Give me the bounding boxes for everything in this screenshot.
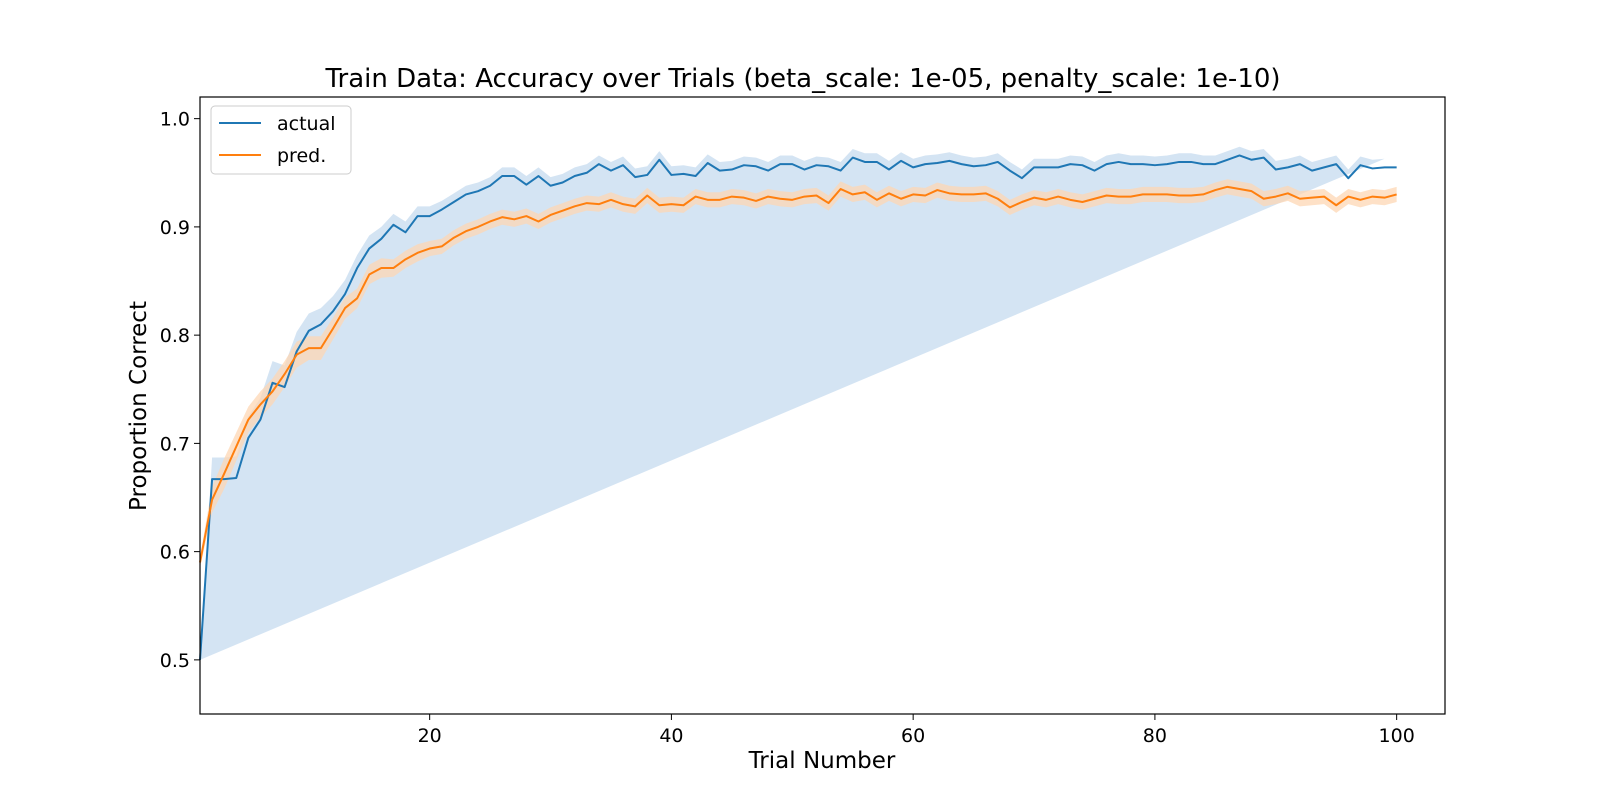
x-tick-label: 60 — [901, 725, 925, 747]
y-axis-ticks: 0.5 0.6 0.7 0.8 0.9 1.0 — [160, 109, 200, 672]
y-tick-label: 0.7 — [160, 433, 190, 455]
y-axis-label: Proportion Correct — [126, 301, 152, 511]
confidence-bands — [200, 146, 1397, 660]
y-tick-label: 1.0 — [160, 109, 190, 131]
plot-area — [199, 96, 1446, 715]
y-tick-label: 0.8 — [160, 325, 190, 347]
series-line-pred — [199, 185, 1397, 563]
x-tick-label: 20 — [418, 725, 442, 747]
x-tick-label: 40 — [659, 725, 683, 747]
y-tick-label: 0.6 — [160, 542, 190, 564]
legend: actual pred. — [210, 105, 352, 175]
x-tick-label: 100 — [1379, 725, 1415, 747]
y-tick-label: 0.5 — [160, 650, 190, 672]
legend-label-actual: actual — [277, 113, 336, 135]
x-axis-ticks: 20 40 60 80 100 — [418, 714, 1415, 747]
series-lines — [199, 154, 1397, 660]
legend-label-pred: pred. — [277, 145, 326, 167]
plot-frame — [199, 96, 1446, 715]
series-line-actual — [199, 154, 1397, 660]
x-axis-label: Trial Number — [748, 748, 896, 774]
y-tick-label: 0.9 — [160, 217, 190, 239]
x-tick-label: 80 — [1143, 725, 1167, 747]
confidence-band-actual — [200, 146, 1385, 660]
chart-title: Train Data: Accuracy over Trials (beta_s… — [324, 64, 1280, 94]
